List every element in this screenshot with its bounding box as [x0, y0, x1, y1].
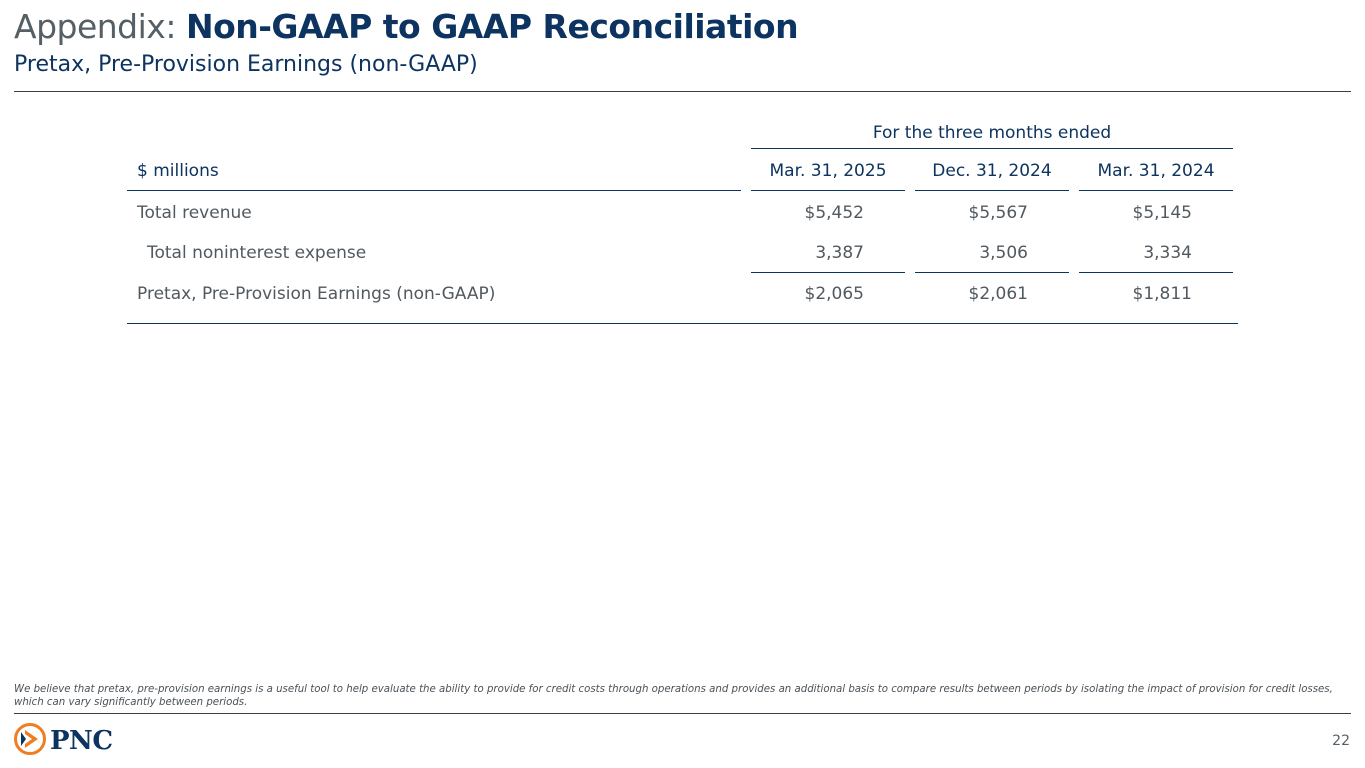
- column-header: Dec. 31, 2024: [915, 151, 1069, 191]
- row-label: Pretax, Pre-Provision Earnings (non-GAAP…: [137, 284, 496, 304]
- table-row: Total revenue $5,452 $5,567 $5,145: [127, 193, 1238, 233]
- column-header: Mar. 31, 2025: [751, 151, 905, 191]
- table-header-row: $ millions Mar. 31, 2025 Dec. 31, 2024 M…: [127, 151, 1238, 191]
- table-cell: $2,061: [968, 284, 1028, 304]
- row-label: Total noninterest expense: [147, 243, 367, 263]
- table-row: Total noninterest expense 3,387 3,506 3,…: [127, 233, 1238, 273]
- table-bottom-rule: [127, 323, 1238, 324]
- page-subtitle: Pretax, Pre-Provision Earnings (non-GAAP…: [14, 52, 478, 77]
- top-divider: [14, 91, 1351, 92]
- unit-label: $ millions: [127, 151, 741, 191]
- logo-text: PNC: [50, 726, 113, 756]
- column-header: Mar. 31, 2024: [1079, 151, 1233, 191]
- page-title: Appendix: Non-GAAP to GAAP Reconciliatio…: [14, 4, 799, 50]
- table-cell: 3,334: [1079, 233, 1233, 273]
- table-cell: $1,811: [1132, 284, 1192, 304]
- table-cell: $5,567: [968, 203, 1028, 223]
- table-cell: 3,387: [751, 233, 905, 273]
- table-cell: 3,506: [915, 233, 1069, 273]
- footnote: We believe that pretax, pre-provision ea…: [14, 684, 1333, 708]
- table-cell: $5,452: [804, 203, 864, 223]
- pnc-logo: PNC: [14, 723, 113, 759]
- row-label: Total revenue: [137, 203, 252, 223]
- footer-divider: [14, 713, 1351, 714]
- title-prefix: Appendix:: [14, 7, 176, 46]
- pnc-mark-icon: [14, 723, 46, 759]
- page-number: 22: [1332, 733, 1350, 749]
- table-row: Pretax, Pre-Provision Earnings (non-GAAP…: [127, 274, 1238, 314]
- title-main: Non-GAAP to GAAP Reconciliation: [185, 7, 799, 46]
- table-cell: $2,065: [804, 284, 864, 304]
- period-header: For the three months ended: [751, 118, 1233, 149]
- table-cell: $5,145: [1132, 203, 1192, 223]
